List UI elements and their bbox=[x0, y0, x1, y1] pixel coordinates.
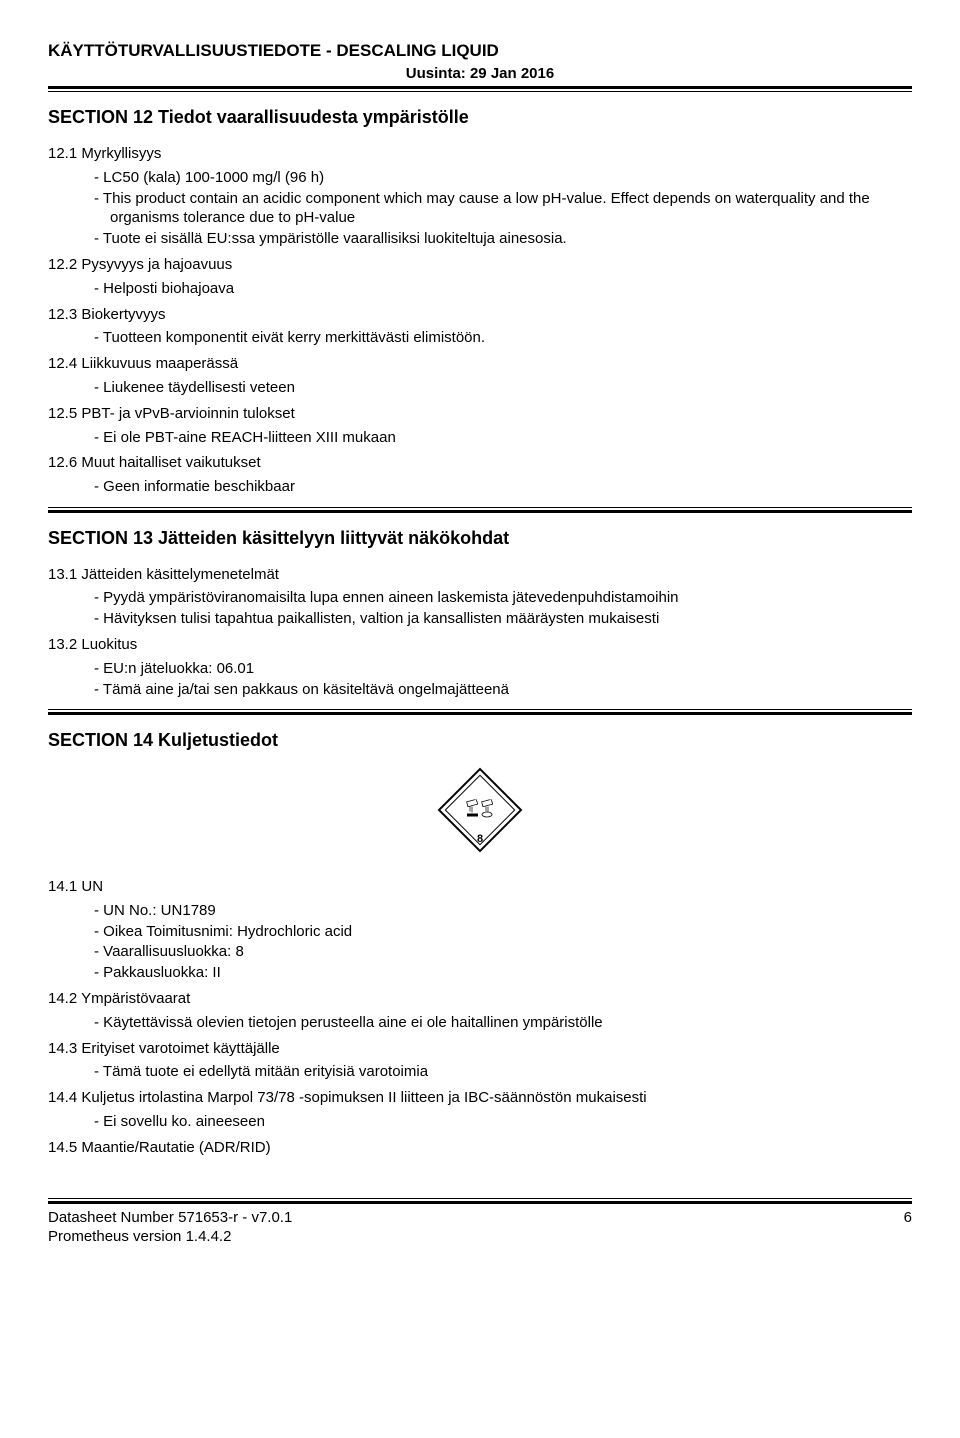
subhead-14-4: 14.4 Kuljetus irtolastina Marpol 73/78 -… bbox=[48, 1088, 912, 1108]
subhead-12-6: 12.6 Muut haitalliset vaikutukset bbox=[48, 453, 912, 473]
corrosive-icon bbox=[466, 800, 494, 821]
list-12-5: Ei ole PBT-aine REACH-liitteen XIII muka… bbox=[48, 428, 912, 448]
list-item: UN No.: UN1789 bbox=[94, 901, 912, 921]
subhead-12-4: 12.4 Liikkuvuus maaperässä bbox=[48, 354, 912, 374]
list-12-4: Liukenee täydellisesti veteen bbox=[48, 378, 912, 398]
list-item: Ei sovellu ko. aineeseen bbox=[94, 1112, 912, 1132]
subhead-13-2: 13.2 Luokitus bbox=[48, 635, 912, 655]
footer-rule-thin bbox=[48, 1198, 912, 1199]
footer-rule-thick bbox=[48, 1201, 912, 1204]
header-rule-thin bbox=[48, 91, 912, 92]
list-item: LC50 (kala) 100-1000 mg/l (96 h) bbox=[94, 168, 912, 188]
list-item: Tämä aine ja/tai sen pakkaus on käsitelt… bbox=[94, 680, 912, 700]
subhead-14-3: 14.3 Erityiset varotoimet käyttäjälle bbox=[48, 1039, 912, 1059]
list-14-2: Käytettävissä olevien tietojen perusteel… bbox=[48, 1013, 912, 1033]
hazard-pictogram: 8 bbox=[48, 767, 912, 859]
divider-thin bbox=[48, 709, 912, 710]
list-item: EU:n jäteluokka: 06.01 bbox=[94, 659, 912, 679]
list-item: Liukenee täydellisesti veteen bbox=[94, 378, 912, 398]
list-item: Tuotteen komponentit eivät kerry merkitt… bbox=[94, 328, 912, 348]
list-item: Pakkausluokka: II bbox=[94, 963, 912, 983]
list-13-2: EU:n jäteluokka: 06.01 Tämä aine ja/tai … bbox=[48, 659, 912, 700]
page-footer: Datasheet Number 571653-r - v7.0.1 6 Pro… bbox=[48, 1198, 912, 1248]
subhead-12-3: 12.3 Biokertyvyys bbox=[48, 305, 912, 325]
footer-version: Prometheus version 1.4.4.2 bbox=[48, 1227, 912, 1247]
subhead-14-2: 14.2 Ympäristövaarat bbox=[48, 989, 912, 1009]
list-item: Ei ole PBT-aine REACH-liitteen XIII muka… bbox=[94, 428, 912, 448]
header-rule-thick bbox=[48, 86, 912, 89]
footer-datasheet: Datasheet Number 571653-r - v7.0.1 bbox=[48, 1208, 292, 1228]
list-item: Tämä tuote ei edellytä mitään erityisiä … bbox=[94, 1062, 912, 1082]
subhead-14-5: 14.5 Maantie/Rautatie (ADR/RID) bbox=[48, 1138, 912, 1158]
divider-thick bbox=[48, 712, 912, 715]
subhead-12-2: 12.2 Pysyvyys ja hajoavuus bbox=[48, 255, 912, 275]
list-item: Oikea Toimitusnimi: Hydrochloric acid bbox=[94, 922, 912, 942]
divider-thick bbox=[48, 510, 912, 513]
list-item: Pyydä ympäristöviranomaisilta lupa ennen… bbox=[94, 588, 912, 608]
list-14-4: Ei sovellu ko. aineeseen bbox=[48, 1112, 912, 1132]
list-item: Helposti biohajoava bbox=[94, 279, 912, 299]
subhead-13-1: 13.1 Jätteiden käsittelymenetelmät bbox=[48, 565, 912, 585]
list-14-3: Tämä tuote ei edellytä mitään erityisiä … bbox=[48, 1062, 912, 1082]
list-13-1: Pyydä ympäristöviranomaisilta lupa ennen… bbox=[48, 588, 912, 629]
list-12-3: Tuotteen komponentit eivät kerry merkitt… bbox=[48, 328, 912, 348]
subhead-12-1: 12.1 Myrkyllisyys bbox=[48, 144, 912, 164]
list-item: Hävityksen tulisi tapahtua paikallisten,… bbox=[94, 609, 912, 629]
list-item: Geen informatie beschikbaar bbox=[94, 477, 912, 497]
divider-thin bbox=[48, 507, 912, 508]
section-12-title: SECTION 12 Tiedot vaarallisuudesta ympär… bbox=[48, 106, 912, 130]
revision-date: Uusinta: 29 Jan 2016 bbox=[48, 64, 912, 84]
subhead-12-5: 12.5 PBT- ja vPvB-arvioinnin tulokset bbox=[48, 404, 912, 424]
footer-page-number: 6 bbox=[904, 1208, 912, 1228]
section-14-title: SECTION 14 Kuljetustiedot bbox=[48, 729, 912, 753]
list-item: Käytettävissä olevien tietojen perusteel… bbox=[94, 1013, 912, 1033]
list-14-1: UN No.: UN1789 Oikea Toimitusnimi: Hydro… bbox=[48, 901, 912, 983]
list-item: Vaarallisuusluokka: 8 bbox=[94, 942, 912, 962]
list-12-2: Helposti biohajoava bbox=[48, 279, 912, 299]
section-13-title: SECTION 13 Jätteiden käsittelyyn liittyv… bbox=[48, 527, 912, 551]
list-item: Tuote ei sisällä EU:ssa ympäristölle vaa… bbox=[94, 229, 912, 249]
subhead-14-1: 14.1 UN bbox=[48, 877, 912, 897]
list-12-1: LC50 (kala) 100-1000 mg/l (96 h) This pr… bbox=[48, 168, 912, 249]
list-12-6: Geen informatie beschikbaar bbox=[48, 477, 912, 497]
hazard-class-number: 8 bbox=[477, 832, 483, 847]
page-title: KÄYTTÖTURVALLISUUSTIEDOTE - DESCALING LI… bbox=[48, 40, 912, 62]
list-item: This product contain an acidic component… bbox=[94, 189, 912, 229]
